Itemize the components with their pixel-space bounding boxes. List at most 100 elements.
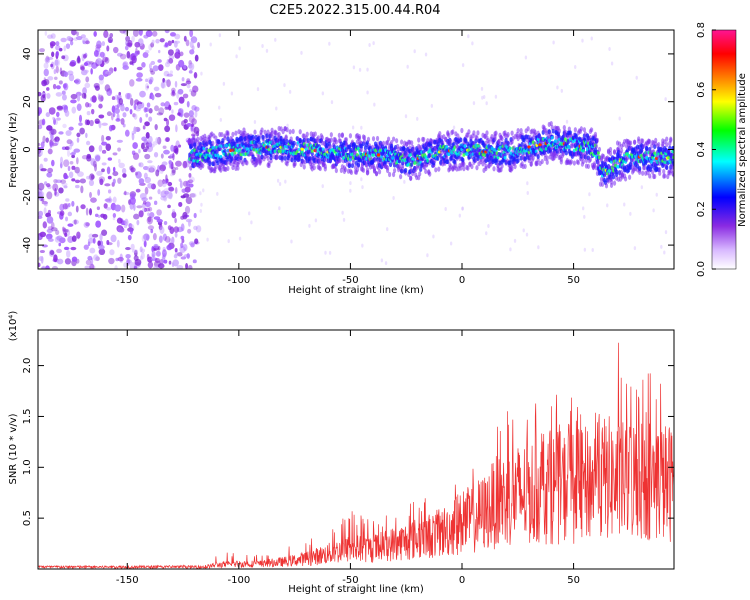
noise-blob xyxy=(193,72,198,79)
ridge-halo xyxy=(355,167,360,173)
noise-blob xyxy=(46,236,50,240)
noise-blob xyxy=(129,228,133,235)
noise-blob xyxy=(168,57,174,64)
noise-blob xyxy=(56,111,60,118)
ridge-core xyxy=(508,146,512,151)
noise-blob xyxy=(148,167,155,173)
noise-blob xyxy=(41,197,45,202)
noise-blob xyxy=(181,188,187,193)
noise-blob xyxy=(148,63,152,70)
ridge-halo xyxy=(567,126,571,132)
noise-blob xyxy=(142,165,149,171)
noise-blob xyxy=(288,89,292,94)
noise-blob xyxy=(133,203,136,211)
noise-blob xyxy=(314,218,318,223)
noise-blob xyxy=(156,218,163,223)
spectrogram-axes: -150 -100 -50 0 50 -40 -20 0 20 40 xyxy=(22,30,674,286)
noise-blob xyxy=(178,96,185,104)
noise-blob xyxy=(191,118,197,125)
noise-blob xyxy=(145,50,150,54)
noise-blob xyxy=(139,90,146,98)
noise-blob xyxy=(86,119,90,126)
noise-blob xyxy=(145,132,150,139)
noise-blob xyxy=(154,123,158,131)
noise-blob xyxy=(180,256,187,260)
ridge-halo xyxy=(460,127,464,134)
noise-blob xyxy=(94,213,99,218)
noise-blob xyxy=(126,50,131,59)
noise-blob xyxy=(131,35,135,43)
noise-blob xyxy=(98,74,104,81)
ridge-halo xyxy=(393,167,397,174)
noise-blob xyxy=(42,94,46,98)
ridge-halo xyxy=(588,156,593,163)
noise-blob xyxy=(71,235,77,242)
noise-blob xyxy=(125,247,131,251)
noise-blob xyxy=(148,142,153,148)
noise-blob xyxy=(47,56,54,61)
ridge-halo xyxy=(417,137,421,143)
noise-blob xyxy=(525,232,529,237)
x-tick-label: 0 xyxy=(459,275,465,286)
y-tick-label: -20 xyxy=(22,189,33,205)
noise-blob xyxy=(494,94,498,99)
noise-blob xyxy=(50,33,56,39)
noise-blob xyxy=(124,190,127,196)
noise-blob xyxy=(581,206,585,211)
ridge-halo xyxy=(648,173,652,179)
noise-blob xyxy=(148,116,153,122)
noise-blob xyxy=(64,109,70,117)
noise-blob xyxy=(178,59,185,68)
noise-blob xyxy=(230,91,234,96)
ridge-halo xyxy=(601,153,606,160)
noise-blob xyxy=(574,65,577,70)
noise-blob xyxy=(101,134,105,143)
noise-blob xyxy=(55,50,60,57)
noise-blob xyxy=(141,197,148,202)
noise-blob xyxy=(46,172,53,178)
y-tick-label: 20 xyxy=(22,95,33,108)
noise-blob xyxy=(90,68,93,75)
noise-blob xyxy=(159,38,165,43)
noise-blob xyxy=(664,97,667,102)
noise-blob xyxy=(175,124,178,133)
ridge-halo xyxy=(201,163,205,169)
noise-blob xyxy=(112,217,116,221)
noise-blob xyxy=(149,68,154,73)
ridge-halo xyxy=(375,135,380,142)
ridge-halo xyxy=(392,136,396,142)
noise-blob xyxy=(164,30,170,34)
ridge-band xyxy=(580,141,584,147)
noise-blob xyxy=(54,138,59,146)
colorbar-tick-label: 0.2 xyxy=(696,201,707,217)
ridge-band xyxy=(217,139,221,145)
x-tick-label: 50 xyxy=(567,275,580,286)
noise-blob xyxy=(135,77,143,82)
noise-blob xyxy=(192,85,199,93)
noise-blob xyxy=(47,148,53,155)
noise-blob xyxy=(89,61,94,65)
noise-blob xyxy=(159,226,165,234)
noise-blob xyxy=(164,106,170,111)
ridge-halo xyxy=(399,174,403,180)
noise-blob xyxy=(144,146,150,150)
noise-blob xyxy=(154,92,162,98)
ridge-halo xyxy=(340,132,344,138)
ridge-core xyxy=(581,148,585,153)
noise-blob xyxy=(107,242,113,246)
noise-blob xyxy=(373,102,376,107)
noise-blob xyxy=(467,34,470,39)
noise-blob xyxy=(361,243,364,248)
noise-blob xyxy=(40,168,47,172)
noise-blob xyxy=(171,236,175,244)
ridge-halo xyxy=(519,128,523,134)
noise-blob xyxy=(85,140,91,146)
noise-blob xyxy=(105,70,112,75)
noise-blob xyxy=(97,240,101,247)
noise-blob xyxy=(41,266,46,269)
noise-blob xyxy=(94,85,100,91)
noise-blob xyxy=(90,197,97,203)
noise-blob xyxy=(194,110,198,118)
noise-blob xyxy=(40,141,45,149)
noise-blob xyxy=(112,111,116,118)
